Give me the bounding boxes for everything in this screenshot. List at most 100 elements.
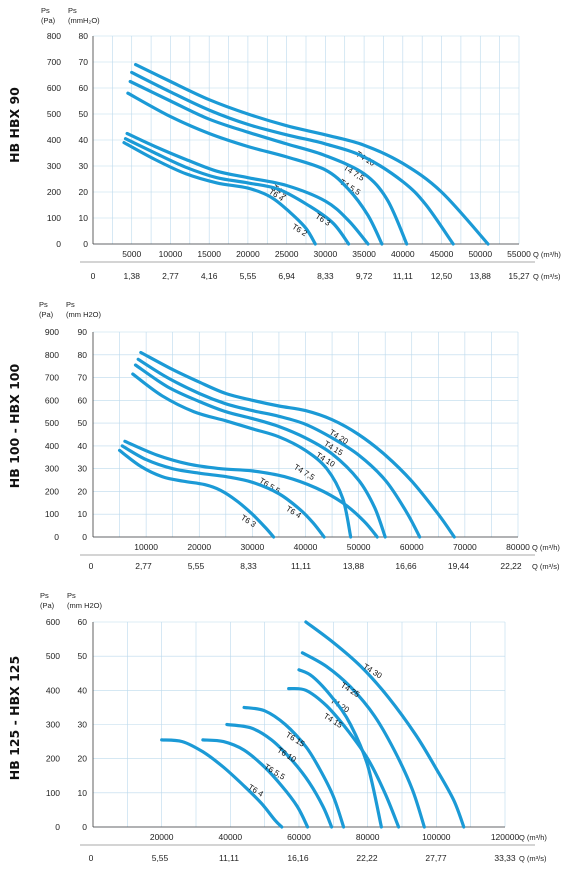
y-label-pa: Ps [41, 6, 50, 15]
x-tick-label-m3s: 16,16 [287, 853, 309, 863]
x-tick-label-m3s: 13,88 [470, 271, 492, 281]
y-tick-label-pa: 0 [55, 822, 60, 832]
fan-curve [300, 651, 426, 829]
fan-curve [287, 686, 401, 829]
x-unit-m3s: Q (m³/s) [533, 272, 561, 281]
fan-curve [304, 620, 466, 829]
x-tick-label-m3h: 70000 [453, 542, 477, 552]
x-tick-label-m3h: 80000 [356, 832, 380, 842]
y-tick-label-pa: 300 [46, 720, 60, 730]
curve-label: T6 4 [284, 504, 303, 520]
x-tick-label-m3h: 45000 [430, 249, 454, 259]
y-tick-label-mm: 50 [79, 109, 89, 119]
y-tick-label-pa: 700 [47, 57, 61, 67]
y-tick-label-pa: 800 [45, 350, 59, 360]
y-tick-label-mm: 0 [83, 239, 88, 249]
x-unit-m3h: Q (m³/h) [533, 250, 561, 259]
fan-curve [242, 705, 346, 829]
y-tick-label-mm: 80 [79, 31, 89, 41]
y-tick-label-mm: 30 [78, 464, 88, 474]
x-tick-label-m3s: 11,11 [219, 853, 239, 863]
x-tick-label-m3h: 60000 [287, 832, 311, 842]
x-tick-label-m3h: 5000 [122, 249, 141, 259]
x-tick-label-m3s: 0 [89, 853, 94, 863]
fan-curve [122, 141, 317, 246]
fan-curve [201, 738, 310, 829]
x-tick-label-m3s: 16,66 [395, 561, 417, 571]
fan-curve [131, 372, 353, 539]
y-tick-label-mm: 20 [78, 754, 88, 764]
x-tick-label-m3h: 50000 [468, 249, 492, 259]
y-tick-label-pa: 800 [47, 31, 61, 41]
fan-curve [126, 91, 384, 246]
fan-curve [133, 363, 387, 539]
x-tick-label-m3s: 2,77 [135, 561, 152, 571]
fan-curve [225, 722, 334, 829]
fan-curve [134, 62, 490, 246]
x-tick-label-m3s: 5,55 [240, 271, 257, 281]
y-tick-label-mm: 60 [78, 395, 88, 405]
x-tick-label-m3s: 27,77 [425, 853, 447, 863]
x-tick-label-m3s: 19,44 [448, 561, 470, 571]
y-tick-label-mm: 0 [82, 532, 87, 542]
x-tick-label-m3h: 40000 [294, 542, 318, 552]
fan-curve [130, 70, 455, 246]
x-tick-label-m3h: 100000 [422, 832, 451, 842]
y-tick-label-pa: 300 [45, 464, 59, 474]
y-tick-label-pa: 0 [56, 239, 61, 249]
y-tick-label-pa: 500 [47, 109, 61, 119]
y-tick-label-mm: 10 [79, 213, 89, 223]
x-tick-label-m3s: 11,11 [393, 271, 413, 281]
y-tick-label-pa: 400 [46, 685, 60, 695]
fan-curve [120, 444, 326, 539]
y-tick-label-mm: 50 [78, 651, 88, 661]
chart-panel: HB HBX 90Ps(Pa)Ps(mmH₂O)0100200300400500… [7, 6, 561, 281]
x-tick-label-m3s: 12,50 [431, 271, 453, 281]
x-tick-label-m3h: 55000 [507, 249, 531, 259]
x-tick-label-m3h: 35000 [352, 249, 376, 259]
y-tick-label-mm: 80 [78, 350, 88, 360]
x-tick-label-m3h: 10000 [159, 249, 183, 259]
x-tick-label-m3s: 13,88 [343, 561, 365, 571]
y-tick-label-pa: 900 [45, 327, 59, 337]
x-unit-m3s: Q (m³/s) [519, 854, 547, 863]
x-tick-label-m3h: 25000 [275, 249, 299, 259]
y-tick-label-pa: 300 [47, 161, 61, 171]
y-label-pa: Ps [39, 300, 48, 309]
chart-title: HB 125 - HBX 125 [7, 656, 22, 780]
fan-curve [136, 357, 422, 539]
x-tick-label-m3s: 1,38 [123, 271, 140, 281]
x-tick-label-m3h: 30000 [241, 542, 265, 552]
y-tick-label-pa: 700 [45, 373, 59, 383]
y-unit-pa: (Pa) [41, 16, 56, 25]
y-label-mm: Ps [67, 591, 76, 600]
fan-curve [123, 137, 351, 246]
curve-label: T6 2 [290, 222, 309, 238]
y-tick-label-mm: 60 [78, 617, 88, 627]
y-tick-label-mm: 30 [79, 161, 89, 171]
x-tick-label-m3s: 5,55 [152, 853, 169, 863]
y-tick-label-pa: 200 [46, 754, 60, 764]
fan-curve [128, 79, 409, 246]
y-tick-label-pa: 600 [47, 83, 61, 93]
y-unit-mm: (mm H2O) [66, 310, 101, 319]
fan-curve [125, 131, 370, 246]
y-tick-label-pa: 500 [45, 418, 59, 428]
x-tick-label-m3s: 33,33 [494, 853, 516, 863]
y-unit-mm: (mmH₂O) [68, 16, 100, 25]
x-tick-label-m3h: 30000 [314, 249, 338, 259]
x-tick-label-m3s: 9,72 [356, 271, 373, 281]
y-tick-label-pa: 100 [46, 788, 60, 798]
y-tick-label-pa: 200 [47, 187, 61, 197]
y-tick-label-pa: 600 [45, 395, 59, 405]
x-tick-label-m3h: 40000 [219, 832, 243, 842]
x-tick-label-m3s: 11,11 [291, 561, 311, 571]
y-tick-label-pa: 100 [45, 509, 59, 519]
x-tick-label-m3h: 20000 [236, 249, 260, 259]
x-tick-label-m3h: 80000 [506, 542, 530, 552]
x-tick-label-m3h: 15000 [197, 249, 221, 259]
x-tick-label-m3h: 20000 [187, 542, 211, 552]
